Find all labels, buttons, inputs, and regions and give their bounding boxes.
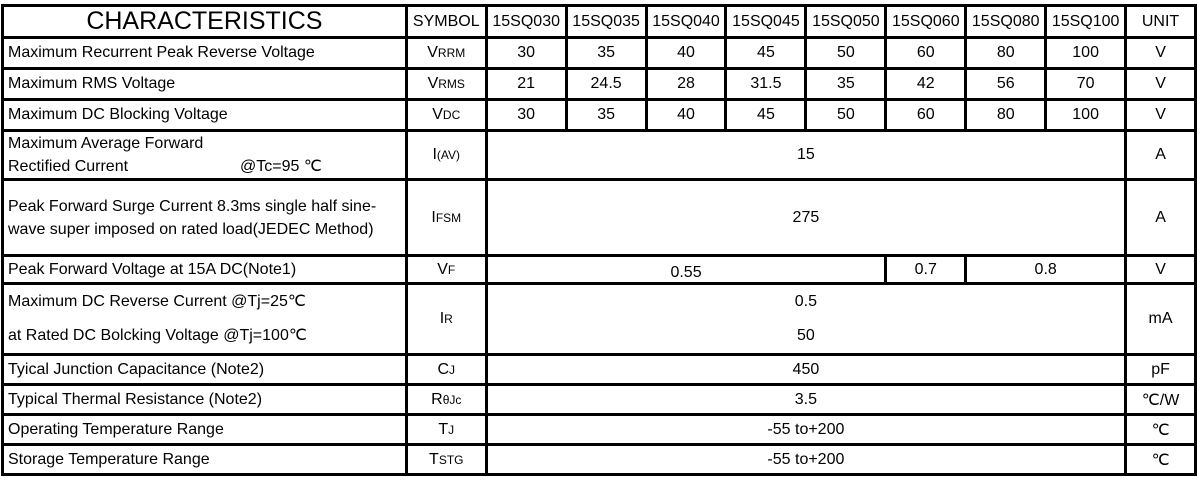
vf-value: 0.55 xyxy=(484,254,888,285)
table-row: Maximum RMS Voltage VRMS 21 24.5 28 31.5 35 42… xyxy=(1,67,1197,101)
row-value: 21 xyxy=(484,67,568,101)
rth-value: 3.5 xyxy=(484,383,1128,416)
tj-value: -55 to+200 xyxy=(484,413,1128,446)
row-value: 80 xyxy=(964,98,1048,132)
iav-row: Maximum Average Forward Rectified Current… xyxy=(1,129,1197,181)
vf-unit: V xyxy=(1124,254,1197,285)
vf-value: 0.7 xyxy=(884,254,968,285)
cj-row: Tyical Junction Capacitance (Note2) CJ 4… xyxy=(1,353,1197,386)
cj-unit: pF xyxy=(1124,353,1197,386)
header-model: 15SQ060 xyxy=(884,4,968,39)
header-row: CHARACTERISTICS SYMBOL 15SQ030 15SQ035 1… xyxy=(1,4,1197,39)
row-value: 42 xyxy=(884,67,968,101)
tj-unit: ℃ xyxy=(1124,413,1197,446)
row-value: 30 xyxy=(484,36,568,70)
row-value: 100 xyxy=(1044,36,1128,70)
row-symbol: VDC xyxy=(404,98,488,132)
row-label: Maximum Recurrent Peak Reverse Voltage xyxy=(1,36,408,70)
row-value: 35 xyxy=(564,36,648,70)
row-unit: V xyxy=(1124,98,1197,132)
row-value: 45 xyxy=(724,36,808,70)
row-unit: V xyxy=(1124,36,1197,70)
row-value: 28 xyxy=(644,67,728,101)
ifsm-label: Peak Forward Surge Current 8.3ms single … xyxy=(1,178,408,257)
cj-value: 450 xyxy=(484,353,1128,386)
row-value: 40 xyxy=(644,36,728,70)
row-value: 100 xyxy=(1044,98,1128,132)
row-value: 56 xyxy=(964,67,1048,101)
cj-label: Tyical Junction Capacitance (Note2) xyxy=(1,353,408,386)
ir-row: Maximum DC Reverse Current @Tj=25℃ at Rat… xyxy=(1,282,1197,356)
row-value: 24.5 xyxy=(564,67,648,101)
row-value: 70 xyxy=(1044,67,1128,101)
ifsm-row: Peak Forward Surge Current 8.3ms single … xyxy=(1,178,1197,257)
row-value: 60 xyxy=(884,98,968,132)
cj-symbol: CJ xyxy=(404,353,488,386)
row-symbol: VRMS xyxy=(404,67,488,101)
header-symbol: SYMBOL xyxy=(404,4,488,39)
tstg-row: Storage Temperature Range TSTG -55 to+20… xyxy=(1,443,1197,476)
tj-symbol: TJ xyxy=(404,413,488,446)
row-value: 50 xyxy=(804,36,888,70)
row-value: 31.5 xyxy=(724,67,808,101)
tstg-unit: ℃ xyxy=(1124,443,1197,476)
row-label: Maximum DC Blocking Voltage xyxy=(1,98,408,132)
ir-symbol: IR xyxy=(404,282,488,356)
vf-symbol: VF xyxy=(404,254,488,285)
row-value: 35 xyxy=(564,98,648,132)
row-value: 50 xyxy=(804,98,888,132)
row-value: 45 xyxy=(724,98,808,132)
tstg-value: -55 to+200 xyxy=(484,443,1128,476)
vf-row: Peak Forward Voltage at 15A DC(Note1) VF… xyxy=(1,254,1197,285)
rth-unit: ℃/W xyxy=(1124,383,1197,416)
header-model: 15SQ035 xyxy=(564,4,648,39)
rth-label: Typical Thermal Resistance (Note2) xyxy=(1,383,408,416)
characteristics-table: CHARACTERISTICS SYMBOL 15SQ030 15SQ035 1… xyxy=(1,4,1197,476)
header-model: 15SQ100 xyxy=(1044,4,1128,39)
row-value: 30 xyxy=(484,98,568,132)
row-value: 35 xyxy=(804,67,888,101)
tstg-label: Storage Temperature Range xyxy=(1,443,408,476)
row-value: 60 xyxy=(884,36,968,70)
table-row: Maximum DC Blocking Voltage VDC 30 35 40 45 5… xyxy=(1,98,1197,132)
rth-symbol: RθJc xyxy=(404,383,488,416)
ifsm-value: 275 xyxy=(484,178,1128,257)
header-model: 15SQ040 xyxy=(644,4,728,39)
header-model: 15SQ080 xyxy=(964,4,1048,39)
iav-symbol: I(AV) xyxy=(404,129,488,181)
ifsm-symbol: IFSM xyxy=(404,178,488,257)
header-model: 15SQ030 xyxy=(484,4,568,39)
iav-unit: A xyxy=(1124,129,1197,181)
rth-row: Typical Thermal Resistance (Note2) RθJc … xyxy=(1,383,1197,416)
vf-value: 0.8 xyxy=(964,254,1128,285)
tj-label: Operating Temperature Range xyxy=(1,413,408,446)
ir-unit: mA xyxy=(1124,282,1197,356)
tstg-symbol: TSTG xyxy=(404,443,488,476)
header-characteristics: CHARACTERISTICS xyxy=(1,4,408,39)
table-row: Maximum Recurrent Peak Reverse Voltage V… xyxy=(1,36,1197,70)
ifsm-unit: A xyxy=(1124,178,1197,257)
vf-label: Peak Forward Voltage at 15A DC(Note1) xyxy=(1,254,408,285)
iav-label: Maximum Average Forward Rectified Current… xyxy=(1,129,408,181)
ir-value: 0.5 50 xyxy=(484,282,1128,356)
row-value: 80 xyxy=(964,36,1048,70)
iav-value: 15 xyxy=(484,129,1128,181)
row-unit: V xyxy=(1124,67,1197,101)
tj-row: Operating Temperature Range TJ -55 to+20… xyxy=(1,413,1197,446)
ir-label: Maximum DC Reverse Current @Tj=25℃ at Rat… xyxy=(1,282,408,356)
header-model: 15SQ050 xyxy=(804,4,888,39)
header-model: 15SQ045 xyxy=(724,4,808,39)
row-label: Maximum RMS Voltage xyxy=(1,67,408,101)
row-symbol: VRRM xyxy=(404,36,488,70)
row-value: 40 xyxy=(644,98,728,132)
header-unit: UNIT xyxy=(1124,4,1197,39)
